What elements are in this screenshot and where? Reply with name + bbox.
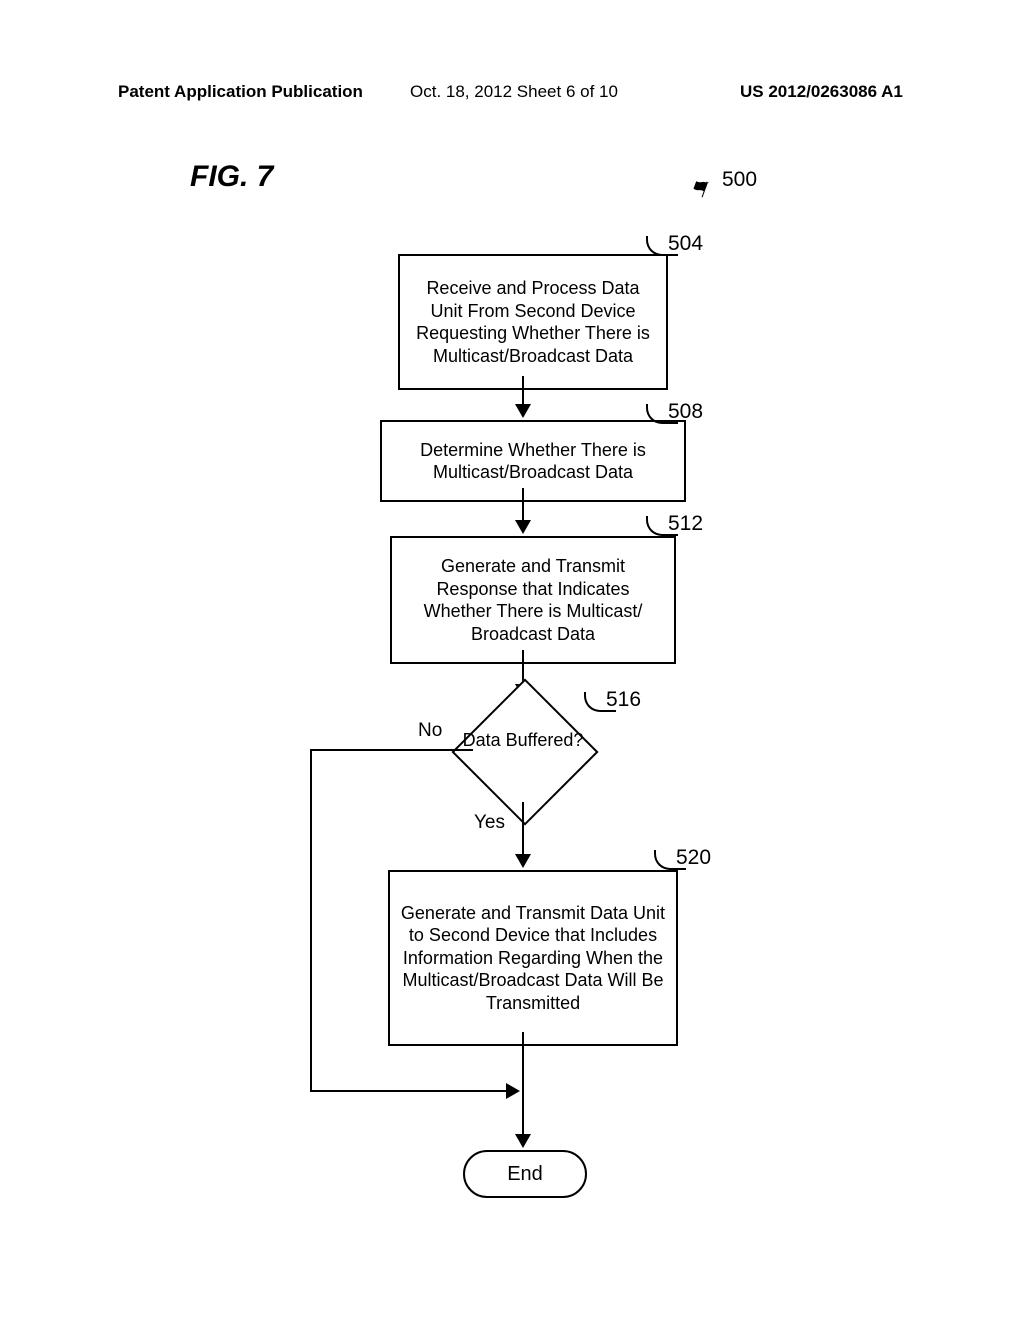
arrow-no-merge xyxy=(506,1083,520,1099)
edge-no-h2 xyxy=(310,1090,508,1092)
node-508-text: Determine Whether There is Multicast/Bro… xyxy=(390,439,676,484)
edge-no-h1 xyxy=(310,749,473,751)
edge-520-end xyxy=(522,1032,524,1136)
ref-516: 516 xyxy=(606,688,641,712)
figure-title: FIG. 7 xyxy=(190,160,273,194)
node-516 xyxy=(473,700,577,804)
ref-504: 504 xyxy=(668,232,703,256)
arrow-520-end xyxy=(515,1134,531,1148)
header-left: Patent Application Publication xyxy=(118,82,363,106)
ref-500: 500 xyxy=(722,168,757,192)
node-end: End xyxy=(463,1150,587,1198)
node-516-text: Data Buffered? xyxy=(453,730,593,752)
header-right: US 2012/0263086 A1 xyxy=(740,82,903,106)
arrow-516-520 xyxy=(515,854,531,868)
ref-520: 520 xyxy=(676,846,711,870)
header-center: Oct. 18, 2012 Sheet 6 of 10 xyxy=(410,82,618,106)
edge-504-508 xyxy=(522,376,524,406)
edge-label-yes: Yes xyxy=(474,812,505,834)
arrow-508-512 xyxy=(515,520,531,534)
node-512-text: Generate and Transmit Response that Indi… xyxy=(400,555,666,645)
node-508: Determine Whether There is Multicast/Bro… xyxy=(380,420,686,502)
node-520: Generate and Transmit Data Unit to Secon… xyxy=(388,870,678,1046)
diamond-shape xyxy=(451,678,598,825)
node-520-text: Generate and Transmit Data Unit to Secon… xyxy=(398,902,668,1015)
node-512: Generate and Transmit Response that Indi… xyxy=(390,536,676,664)
edge-516-520 xyxy=(522,802,524,856)
node-504: Receive and Process Data Unit From Secon… xyxy=(398,254,668,390)
edge-label-no: No xyxy=(418,720,442,742)
arrow-504-508 xyxy=(515,404,531,418)
node-end-text: End xyxy=(507,1163,543,1186)
node-504-text: Receive and Process Data Unit From Secon… xyxy=(408,277,658,367)
leader-flag-icon: ⚑ xyxy=(686,173,713,204)
edge-no-v xyxy=(310,749,312,1090)
page: Patent Application Publication Oct. 18, … xyxy=(0,0,1024,1320)
ref-512: 512 xyxy=(668,512,703,536)
edge-508-512 xyxy=(522,488,524,522)
ref-508: 508 xyxy=(668,400,703,424)
